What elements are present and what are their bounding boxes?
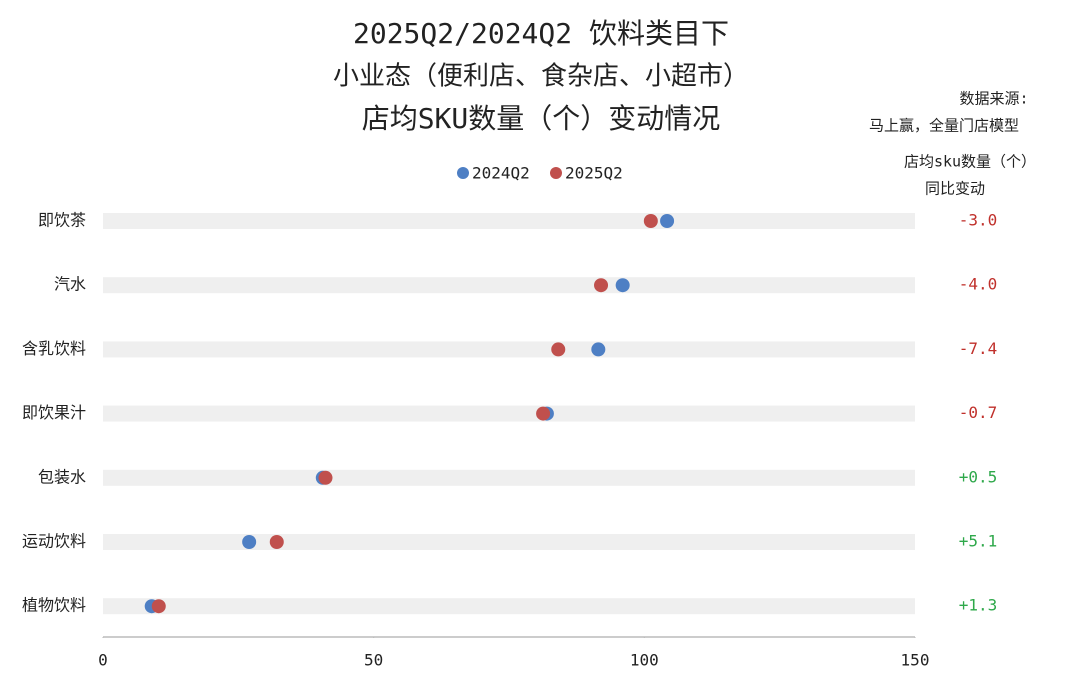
- row-band: [103, 534, 915, 550]
- change-label: -4.0: [959, 275, 998, 294]
- dot: [242, 535, 257, 549]
- dot: [536, 406, 551, 421]
- legend-label: 2025Q2: [565, 164, 623, 183]
- change-label: -3.0: [959, 211, 998, 230]
- change-label: -0.7: [959, 403, 998, 422]
- dot: [151, 599, 166, 614]
- source: 马上赢，全量门店模型: [869, 117, 1019, 135]
- y-tick-label: 包装水: [38, 467, 86, 486]
- legend-marker: [457, 167, 469, 179]
- dot: [643, 214, 658, 228]
- change-header: 同比变动: [925, 180, 985, 198]
- dot: [615, 278, 630, 293]
- row-band: [103, 405, 915, 422]
- dot: [594, 278, 609, 293]
- chart-subtitle: 店均SKU数量（个）变动情况: [362, 102, 721, 135]
- row-band: [103, 213, 915, 229]
- y-tick-label: 即饮果汁: [22, 403, 86, 422]
- legend-label: 2024Q2: [472, 164, 530, 183]
- y-tick-label: 含乳饮料: [22, 339, 86, 358]
- source-label: 数据来源:: [959, 90, 1028, 108]
- x-tick-label: 0: [98, 651, 108, 670]
- chart-subtitle: 小业态（便利店、食杂店、小超市）: [333, 62, 749, 92]
- row-band: [103, 341, 915, 358]
- y-tick-label: 植物饮料: [22, 596, 86, 615]
- change-header: 店均sku数量（个）: [904, 153, 1036, 171]
- change-label: +1.3: [959, 596, 998, 615]
- x-tick-label: 50: [364, 651, 383, 670]
- dot: [269, 535, 284, 549]
- dot: [551, 342, 566, 357]
- dot: [591, 342, 606, 357]
- y-tick-label: 即饮茶: [38, 211, 86, 230]
- legend-marker: [550, 167, 562, 179]
- y-tick-label: 运动饮料: [22, 532, 86, 551]
- row-band: [103, 598, 915, 615]
- change-label: +5.1: [959, 532, 998, 551]
- row-band: [103, 469, 915, 486]
- x-tick-label: 100: [630, 651, 659, 670]
- y-tick-label: 汽水: [54, 275, 86, 294]
- chart-title: 2025Q2/2024Q2 饮料类目下: [353, 17, 729, 50]
- change-label: -7.4: [959, 339, 998, 358]
- row-band: [103, 277, 915, 294]
- x-tick-label: 150: [901, 651, 930, 670]
- change-label: +0.5: [959, 467, 998, 486]
- dot: [660, 214, 675, 228]
- dot: [318, 470, 333, 485]
